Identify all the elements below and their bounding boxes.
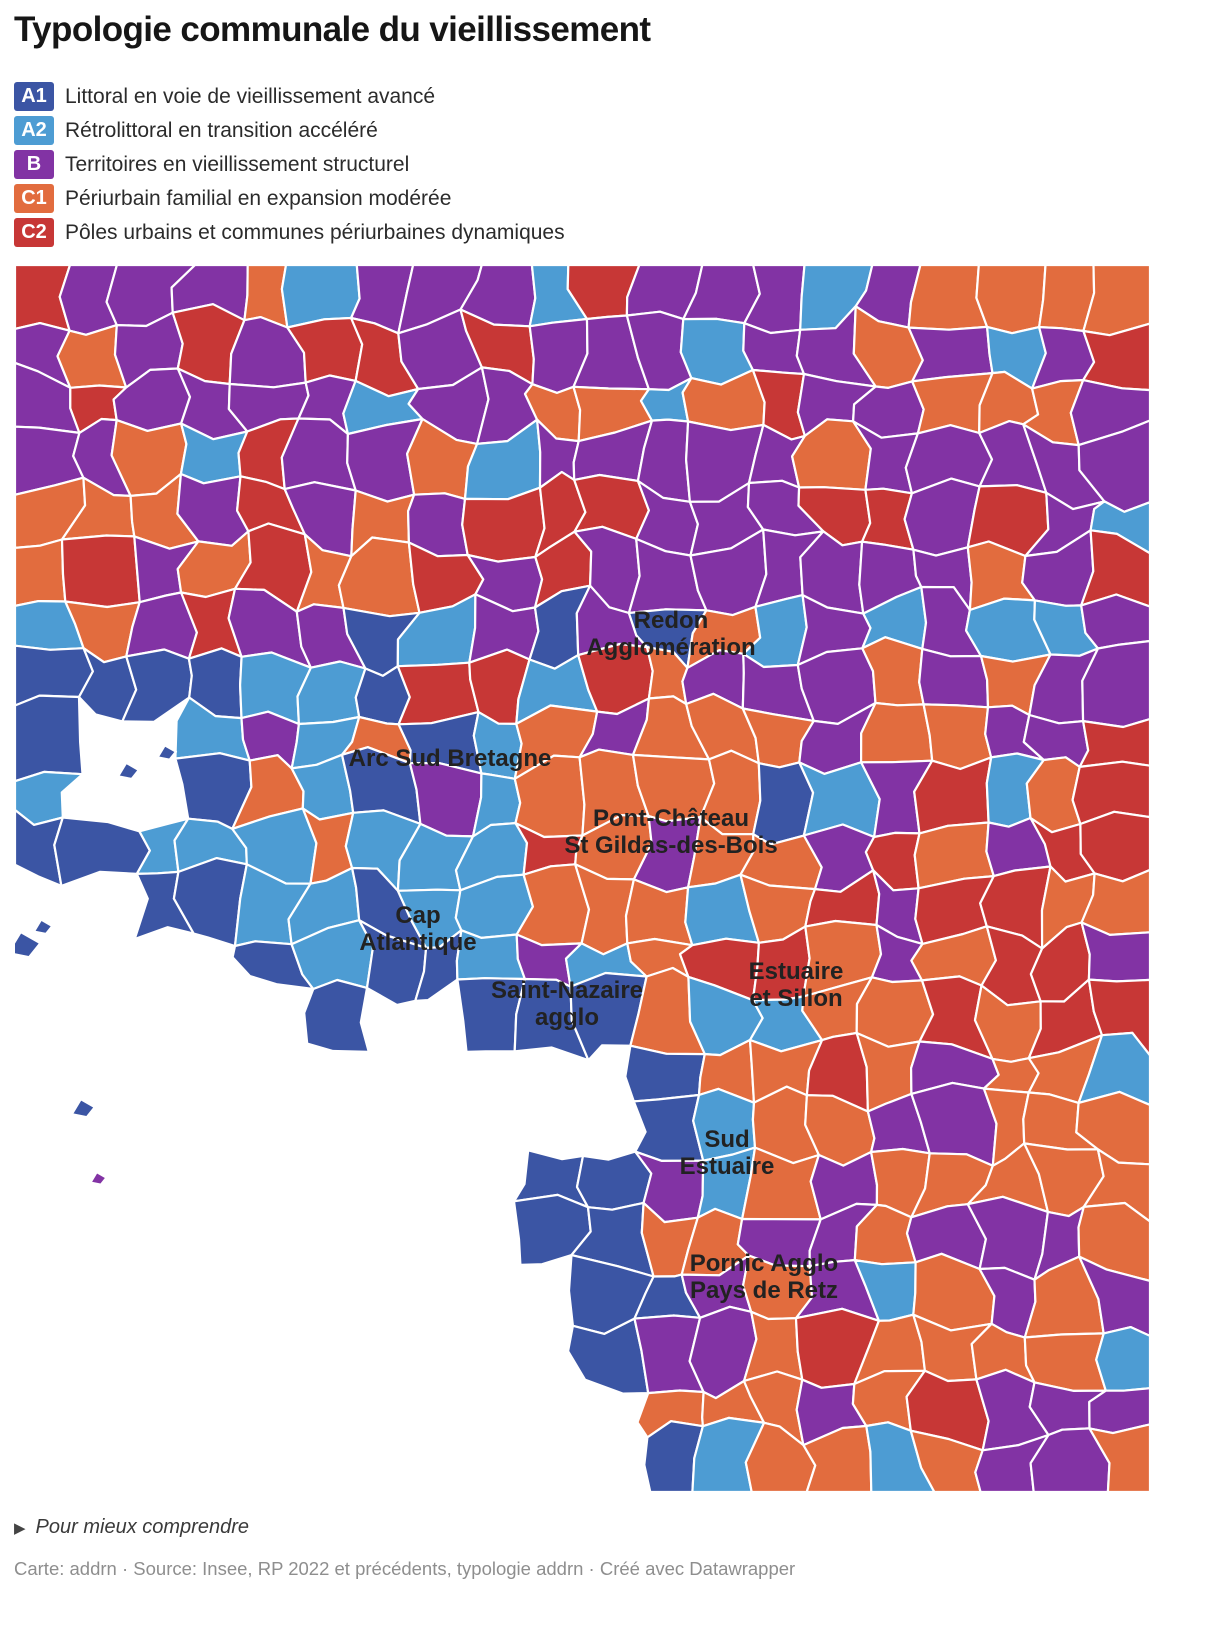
legend-swatch-c1: C1 (14, 184, 54, 213)
commune-polygon[interactable] (1082, 263, 1152, 337)
attribution-line: Carte: addrn · Source: Insee, RP 2022 et… (14, 1558, 796, 1579)
legend-swatch-c2: C2 (14, 218, 54, 247)
commune-polygon[interactable] (1080, 593, 1152, 650)
explainer-label: Pour mieux comprendre (35, 1516, 249, 1538)
choropleth-map: Redon Agglomération Arc Sud Bretagne Pont-C… (6, 263, 1152, 1494)
map-region-label: Redon (634, 607, 709, 634)
legend-label-c1: Périurbain familial en expansion modérée (65, 187, 452, 210)
legend-label-b: Territoires en vieillissement structurel (65, 153, 410, 176)
commune-polygon[interactable] (1082, 322, 1152, 392)
commune-polygon[interactable] (156, 744, 178, 761)
commune-polygon[interactable] (1095, 1325, 1152, 1392)
map-region-label: Sud (704, 1126, 749, 1153)
legend-row-c2: C2 Pôles urbains et communes périurbaine… (14, 218, 565, 247)
commune-polygon[interactable] (624, 1044, 706, 1103)
map-region-label: Pornic Agglo (690, 1250, 838, 1277)
commune-polygon[interactable] (13, 694, 84, 783)
play-triangle-icon: ▶ (14, 1519, 26, 1537)
map-region-label: Saint-Nazaire (491, 977, 643, 1004)
map-region-label: Atlantique (359, 929, 476, 956)
map-region-label: Cap (395, 902, 440, 929)
legend: A1 Littoral en voie de vieillissement av… (14, 82, 565, 252)
legend-row-a1: A1 Littoral en voie de vieillissement av… (14, 82, 565, 111)
map-region-label: Arc Sud Bretagne (349, 745, 552, 772)
commune-polygon[interactable] (575, 1150, 653, 1211)
map-region-label: Pays de Retz (690, 1277, 838, 1304)
map-region-label: St Gildas-des-Bois (564, 832, 777, 859)
legend-row-c1: C1 Périurbain familial en expansion modé… (14, 184, 565, 213)
map-region-label: Estuaire (680, 1153, 775, 1180)
map-region-label: agglo (535, 1004, 599, 1031)
map-region-label: Agglomération (586, 634, 755, 661)
commune-polygon[interactable] (461, 486, 546, 563)
commune-polygon[interactable] (32, 918, 54, 936)
commune-polygon[interactable] (922, 703, 993, 771)
commune-polygon[interactable] (632, 1093, 705, 1163)
legend-swatch-b: B (14, 150, 54, 179)
legend-swatch-a1: A1 (14, 82, 54, 111)
legend-label-a1: Littoral en voie de vieillissement avanc… (65, 85, 436, 108)
commune-polygon[interactable] (60, 534, 141, 609)
legend-label-c2: Pôles urbains et communes périurbaines d… (65, 221, 565, 244)
commune-polygon[interactable] (975, 263, 1047, 335)
commune-polygon[interactable] (89, 1170, 108, 1186)
legend-row-b: B Territoires en vieillissement structur… (14, 150, 565, 179)
commune-polygon[interactable] (70, 1098, 96, 1119)
commune-polygon[interactable] (907, 263, 989, 331)
commune-polygon[interactable] (918, 647, 990, 709)
legend-label-a2: Rétrolittoral en transition accéléré (65, 119, 378, 142)
commune-polygon[interactable] (53, 816, 151, 888)
commune-polygon[interactable] (116, 761, 140, 781)
explainer-toggle[interactable]: ▶ Pour mieux comprendre (14, 1516, 249, 1539)
commune-polygon[interactable] (859, 701, 934, 764)
page-title: Typologie communale du vieillissement (14, 10, 651, 49)
map-region-label: Pont-Château (593, 805, 749, 832)
commune-polygon[interactable] (303, 978, 370, 1054)
map-region-label: et Sillon (749, 985, 842, 1012)
commune-polygon[interactable] (624, 878, 694, 947)
legend-row-a2: A2 Rétrolittoral en transition accéléré (14, 116, 565, 145)
commune-polygon[interactable] (6, 930, 42, 959)
legend-swatch-a2: A2 (14, 116, 54, 145)
commune-polygon[interactable] (13, 538, 67, 607)
map-region-label: Estuaire (749, 958, 844, 985)
commune-polygon[interactable] (1078, 717, 1152, 768)
